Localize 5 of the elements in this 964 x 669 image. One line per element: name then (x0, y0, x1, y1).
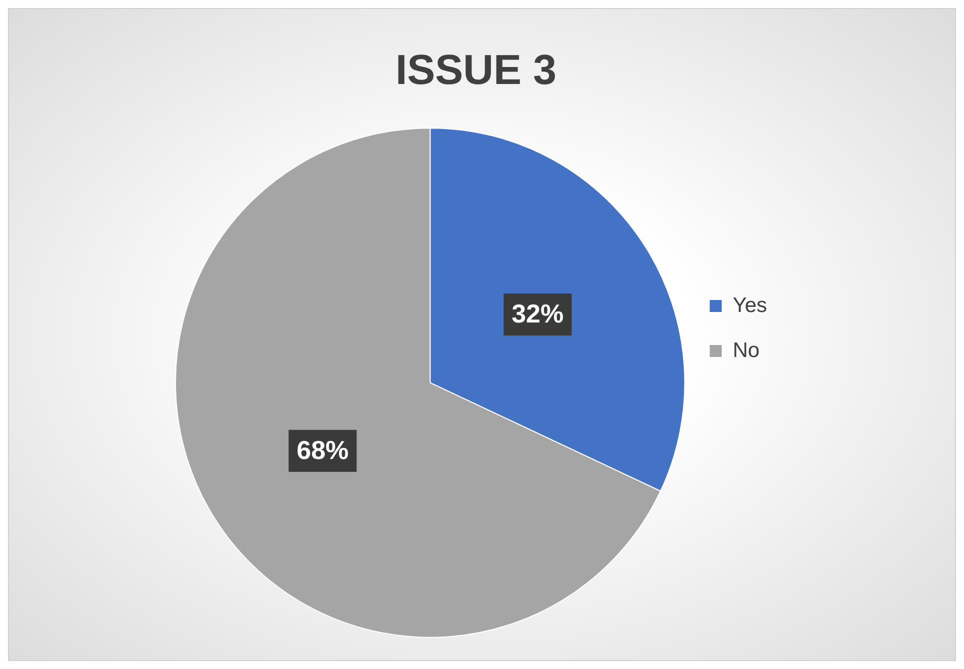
legend-label: No (732, 338, 760, 362)
data-label: 32% (512, 298, 564, 329)
data-label: 68% (296, 435, 349, 466)
legend-label: Yes (732, 294, 768, 317)
chart-title: ISSUE 3 (395, 46, 557, 93)
